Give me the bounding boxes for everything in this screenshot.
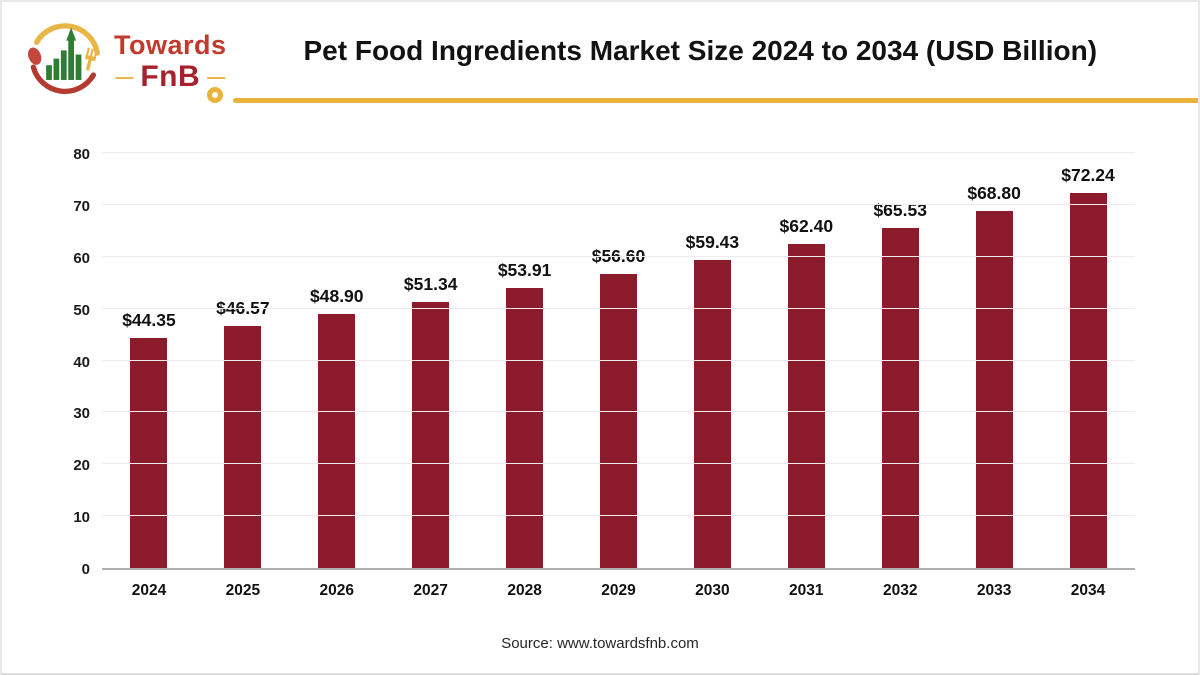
bar-column-2034: $72.24 [1041,165,1135,568]
gridline-50 [102,307,1135,309]
bar-column-2027: $51.34 [384,274,478,568]
bar-value-label-2029: $56.60 [591,246,646,267]
bar-2033 [975,211,1013,568]
y-tick-label-30: 30 [73,405,90,423]
y-tick-label-80: 80 [73,146,90,163]
brand-name-bottom: FnB [140,60,201,93]
logo-text: Towards — FnB — [114,32,227,92]
bar-2027 [412,301,450,568]
gridline-10 [102,515,1135,517]
bar-2032 [881,228,919,568]
gridline-80 [102,152,1135,153]
brand-dash-left: — [115,67,134,87]
y-tick-label-50: 50 [73,301,90,319]
x-tick-label-2027: 2027 [413,582,448,599]
bar-column-2033: $68.80 [947,183,1041,568]
bar-chart: 0 10 20 30 40 50 60 70 80 $44.35 $46.57 $48.90 $51.… [2,146,1200,625]
brand-name-top: Towards [114,30,227,60]
x-tick-label-2030: 2030 [695,582,730,599]
bar-value-label-2027: $51.34 [403,273,458,294]
bar-2029 [599,274,637,568]
logo-arc-red [30,64,97,94]
bar-2030 [693,259,731,568]
bar-value-label-2031: $62.40 [779,216,834,237]
x-tick-label-2034: 2034 [1070,582,1106,599]
bar-2031 [787,244,825,568]
bar-value-label-2028: $53.91 [497,260,552,281]
bar-column-2032: $65.53 [853,200,947,568]
brand-name-bottom-row: — FnB — [115,62,225,92]
x-tick-label-2025: 2025 [225,582,261,599]
bar-column-2031: $62.40 [759,216,853,568]
brand-dash-right: — [207,67,226,87]
bar-value-label-2034: $72.24 [1061,165,1115,186]
bar-column-2029: $56.60 [572,246,666,568]
y-tick-label-0: 0 [81,561,90,578]
gridline-40 [102,359,1135,361]
gridline-20 [102,463,1135,465]
bars-row: $44.35 $46.57 $48.90 $51.34 $53.91 $56.60 $59.… [102,155,1135,568]
y-tick-label-60: 60 [73,249,90,267]
spoon-icon [28,47,42,65]
divider-line [233,98,1198,103]
bar-column-2025: $46.57 [196,298,290,568]
plot-area: $44.35 $46.57 $48.90 $51.34 $53.91 $56.60 $59.… [102,152,1135,570]
source-note: Source: www.towardsfnb.com [501,635,699,652]
page-title: Pet Food Ingredients Market Size 2024 to… [303,35,1098,66]
growth-bars-icon [46,27,82,80]
bar-2025 [224,326,262,568]
y-tick-label-70: 70 [73,197,90,215]
x-tick-label-2026: 2026 [319,582,354,599]
y-tick-label-10: 10 [73,509,90,527]
y-tick-label-20: 20 [73,457,90,475]
header: Towards — FnB — Pet Food Ingredients Mar… [24,16,1174,98]
bar-column-2030: $59.43 [665,232,759,568]
bar-2028 [506,288,544,568]
x-tick-label-2032: 2032 [882,582,918,599]
divider-ring-icon [207,87,223,103]
x-tick-label-2024: 2024 [131,582,167,599]
bar-value-label-2024: $44.35 [122,309,176,330]
towards-fnb-logo-icon [28,23,100,94]
x-tick-label-2028: 2028 [507,582,542,599]
bar-column-2026: $48.90 [290,286,384,568]
bar-2026 [318,314,356,568]
y-tick-label-40: 40 [73,353,90,371]
x-tick-label-2029: 2029 [601,582,636,599]
bar-value-label-2030: $59.43 [685,231,740,252]
bar-column-2024: $44.35 [102,310,196,568]
x-tick-label-2033: 2033 [976,582,1012,599]
x-axis: 2024 2025 2026 2027 2028 2029 2030 2031 2032 2033… [102,582,1135,600]
bar-2034 [1069,193,1107,568]
y-axis: 0 10 20 30 40 50 60 70 80 [40,146,90,578]
gridline-30 [102,411,1135,413]
gridline-70 [102,203,1135,205]
towards-fnb-logo: Towards — FnB — [24,16,227,98]
bar-value-label-2026: $48.90 [310,286,364,307]
bar-value-label-2025: $46.57 [216,298,270,319]
x-tick-label-2031: 2031 [789,582,824,599]
bar-value-label-2033: $68.80 [967,183,1021,204]
bar-value-label-2032: $65.53 [873,200,927,221]
bar-2024 [130,337,168,568]
gridline-60 [102,255,1135,257]
bar-column-2028: $53.91 [478,260,572,568]
fork-icon [85,47,98,71]
logo-arc-yellow [33,23,100,56]
